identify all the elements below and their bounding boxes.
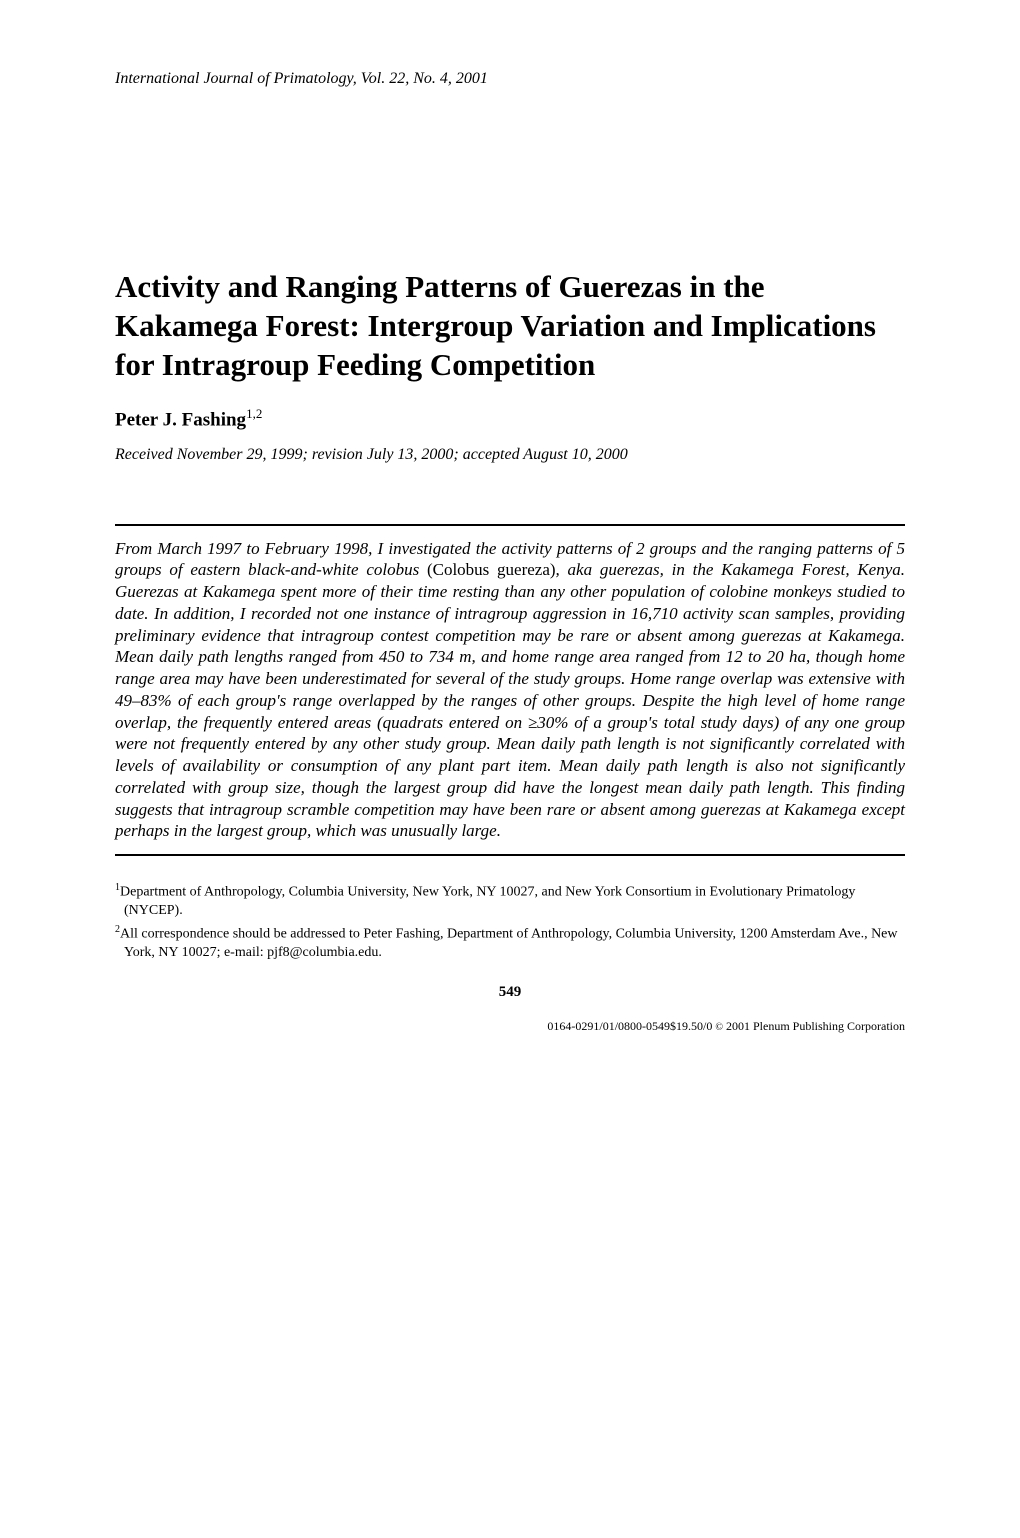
species-name: (Colobus guereza) [427, 560, 556, 579]
author-line: Peter J. Fashing1,2 [115, 406, 905, 431]
divider-top [115, 524, 905, 526]
footnote-1: 1Department of Anthropology, Columbia Un… [115, 881, 905, 920]
abstract-part2: , aka guerezas, in the Kakamega Forest, … [115, 560, 905, 840]
copyright-text: 2001 Plenum Publishing Corporation [723, 1019, 905, 1033]
footnote-2: 2All correspondence should be addressed … [115, 923, 905, 962]
received-dates: Received November 29, 1999; revision Jul… [115, 446, 905, 464]
footnotes: 1Department of Anthropology, Columbia Un… [115, 881, 905, 962]
footnote-1-text: Department of Anthropology, Columbia Uni… [120, 885, 855, 918]
divider-bottom [115, 854, 905, 856]
paper-title: Activity and Ranging Patterns of Guereza… [115, 268, 905, 384]
author-name: Peter J. Fashing [115, 410, 246, 431]
footnote-2-text: All correspondence should be addressed t… [120, 927, 898, 960]
journal-header: International Journal of Primatology, Vo… [115, 70, 905, 88]
author-affiliations: 1,2 [246, 406, 262, 421]
abstract: From March 1997 to February 1998, I inve… [115, 538, 905, 843]
copyright-line: 0164-0291/01/0800-0549$19.50/0 © 2001 Pl… [115, 1019, 905, 1034]
page-number: 549 [115, 984, 905, 1001]
copyright-symbol: © [715, 1022, 723, 1033]
copyright-isbn: 0164-0291/01/0800-0549$19.50/0 [547, 1019, 715, 1033]
